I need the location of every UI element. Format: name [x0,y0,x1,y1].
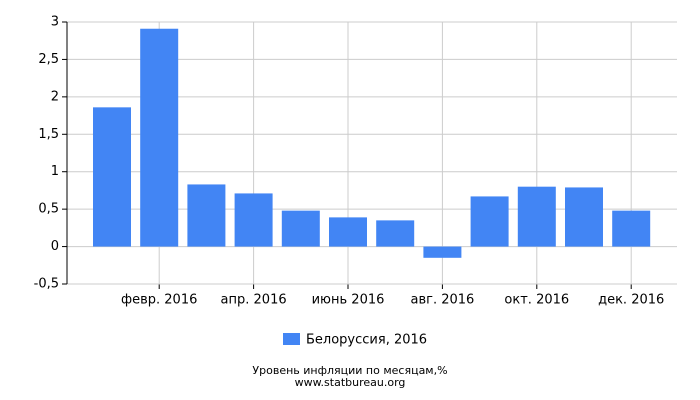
bar [187,184,226,247]
bar [423,246,462,258]
x-tick-label: авг. 2016 [410,293,474,308]
chart-title: Уровень инфляции по месяцам,% [252,364,447,377]
bar [376,220,415,247]
bar [140,28,179,247]
y-tick-label: 3 [51,15,59,30]
y-tick-label: 2 [51,89,59,104]
bar [612,210,651,247]
y-tick-label: 0,5 [38,202,59,217]
x-tick-label: дек. 2016 [598,293,664,308]
y-tick-label: 1 [51,164,59,179]
bar [329,217,367,247]
bar [234,193,273,247]
x-tick-label: апр. 2016 [221,293,287,308]
y-tick-label: 2,5 [38,52,59,67]
y-tick-label: 1,5 [38,127,59,142]
chart-subtitle: www.statbureau.org [295,376,406,389]
bar [470,196,509,247]
legend-swatch [283,333,300,345]
bar [281,210,320,247]
y-tick-label: 0 [51,239,59,254]
bar [565,187,603,247]
bar [517,186,556,247]
y-tick-label: -0,5 [34,277,59,292]
bar [93,107,131,247]
x-tick-label: окт. 2016 [504,293,569,308]
x-tick-label: июнь 2016 [312,293,385,308]
legend-label: Белоруссия, 2016 [306,333,427,348]
x-tick-label: февр. 2016 [121,293,197,308]
